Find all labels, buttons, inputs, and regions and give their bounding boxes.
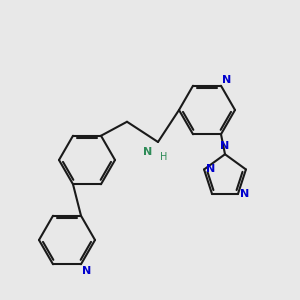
- Text: N: N: [240, 189, 249, 199]
- Text: H: H: [160, 152, 167, 162]
- Text: N: N: [143, 147, 152, 157]
- Text: N: N: [220, 141, 230, 151]
- Text: N: N: [222, 75, 231, 85]
- Text: N: N: [206, 164, 215, 175]
- Text: N: N: [82, 266, 91, 276]
